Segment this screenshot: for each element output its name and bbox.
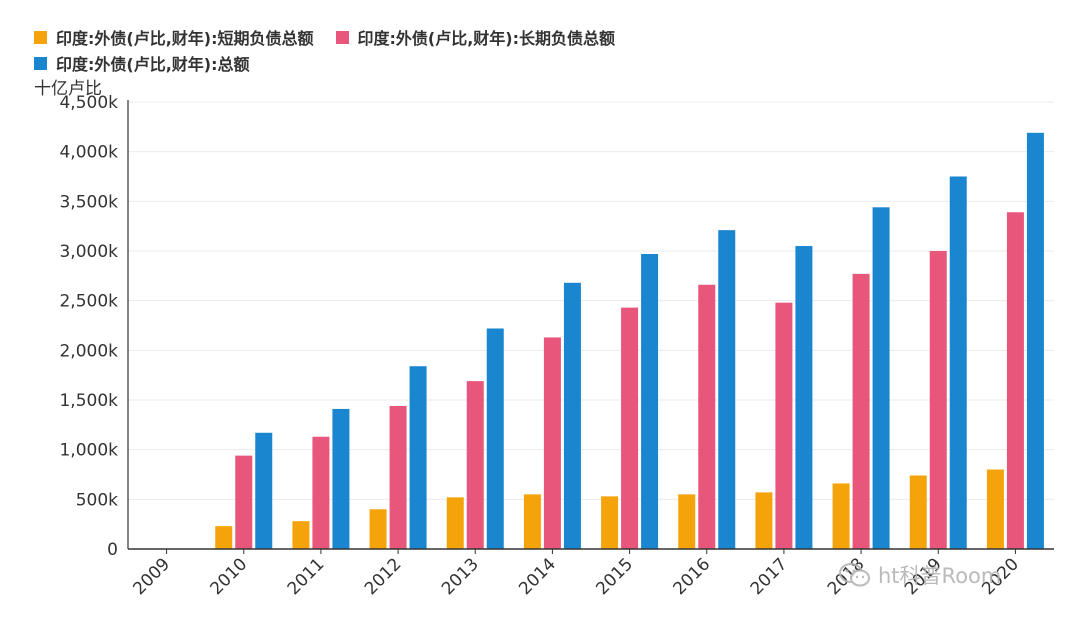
legend-item-long-term[interactable]: 印度:外债(卢比,财年):长期负债总额 — [335, 25, 616, 49]
x-tick-label-2011: 2011 — [284, 554, 329, 599]
legend-label-long-term: 印度:外债(卢比,财年):长期负债总额 — [357, 29, 616, 48]
y-tick-label-8: 4,000k — [59, 143, 118, 163]
x-tick-label-2015: 2015 — [592, 554, 637, 599]
y-tick-label-3: 1,500k — [59, 391, 118, 411]
bar-long-term-2015 — [621, 307, 639, 549]
legend-item-short-term[interactable]: 印度:外债(卢比,财年):短期负债总额 — [34, 25, 314, 49]
bar-short-term-2018 — [832, 483, 850, 549]
y-axis-unit-label: 十亿卢比 — [34, 79, 102, 99]
watermark-text: ht科普Room — [878, 564, 1002, 588]
bar-short-term-2020 — [986, 469, 1004, 549]
legend-swatch-total — [34, 56, 47, 70]
bar-long-term-2011 — [312, 436, 330, 549]
bar-short-term-2011 — [292, 521, 310, 549]
y-tick-label-1: 500k — [76, 490, 118, 510]
bar-short-term-2014 — [523, 494, 541, 549]
legend: 印度:外债(卢比,财年):短期负债总额 印度:外债(卢比,财年):长期负债总额 … — [34, 24, 1034, 76]
bar-total-2017 — [795, 246, 813, 550]
legend-swatch-short-term — [34, 30, 47, 44]
bar-total-2011 — [332, 408, 350, 549]
y-tick-label-0: 0 — [107, 540, 118, 560]
y-tick-label-9: 4,500k — [59, 93, 118, 113]
x-tick-label-2010: 2010 — [207, 554, 252, 599]
bar-total-2014 — [563, 282, 581, 549]
y-tick-label-6: 3,000k — [59, 242, 118, 262]
bar-total-2010 — [255, 432, 273, 549]
bar-total-2015 — [641, 253, 659, 550]
bar-long-term-2020 — [1006, 212, 1024, 549]
legend-label-short-term: 印度:外债(卢比,财年):短期负债总额 — [56, 29, 314, 48]
bar-short-term-2013 — [446, 497, 464, 549]
legend-item-total[interactable]: 印度:外债(卢比,财年):总额 — [34, 51, 250, 75]
bar-long-term-2010 — [235, 455, 253, 549]
bar-total-2018 — [872, 207, 890, 549]
bar-total-2019 — [949, 176, 967, 549]
bar-short-term-2012 — [369, 509, 387, 549]
bar-long-term-2019 — [929, 251, 947, 549]
legend-row-1: 印度:外债(卢比,财年):短期负债总额 印度:外债(卢比,财年):长期负债总额 — [34, 24, 1034, 50]
legend-label-total: 印度:外债(卢比,财年):总额 — [56, 55, 250, 74]
x-tick-label-2016: 2016 — [670, 554, 715, 599]
bar-long-term-2013 — [466, 381, 484, 549]
bar-short-term-2019 — [909, 475, 927, 549]
wechat-icon — [839, 563, 870, 587]
legend-swatch-long-term — [335, 30, 349, 44]
bar-short-term-2016 — [678, 494, 696, 549]
y-tick-label-5: 2,500k — [59, 292, 118, 312]
bar-short-term-2015 — [601, 496, 619, 549]
bar-long-term-2016 — [698, 284, 716, 549]
x-tick-label-2017: 2017 — [747, 554, 792, 599]
bar-total-2013 — [486, 328, 504, 549]
x-tick-label-2012: 2012 — [361, 554, 406, 599]
y-tick-label-4: 2,000k — [59, 341, 118, 361]
bar-long-term-2014 — [543, 337, 561, 549]
bar-long-term-2017 — [775, 302, 793, 549]
x-tick-label-2013: 2013 — [438, 554, 483, 599]
bar-long-term-2018 — [852, 273, 870, 549]
bar-total-2016 — [718, 230, 736, 549]
x-tick-label-2014: 2014 — [515, 554, 560, 599]
x-tick-label-2009: 2009 — [129, 554, 174, 599]
bar-short-term-2010 — [215, 526, 233, 549]
y-tick-label-7: 3,500k — [59, 192, 118, 212]
bar-total-2020 — [1026, 132, 1044, 549]
bar-long-term-2012 — [389, 405, 407, 549]
legend-row-2: 印度:外债(卢比,财年):总额 — [34, 50, 1034, 76]
bar-total-2012 — [409, 366, 427, 549]
y-tick-label-2: 1,000k — [59, 441, 118, 461]
watermark: ht科普Room — [838, 560, 1001, 590]
bar-short-term-2017 — [755, 492, 773, 549]
